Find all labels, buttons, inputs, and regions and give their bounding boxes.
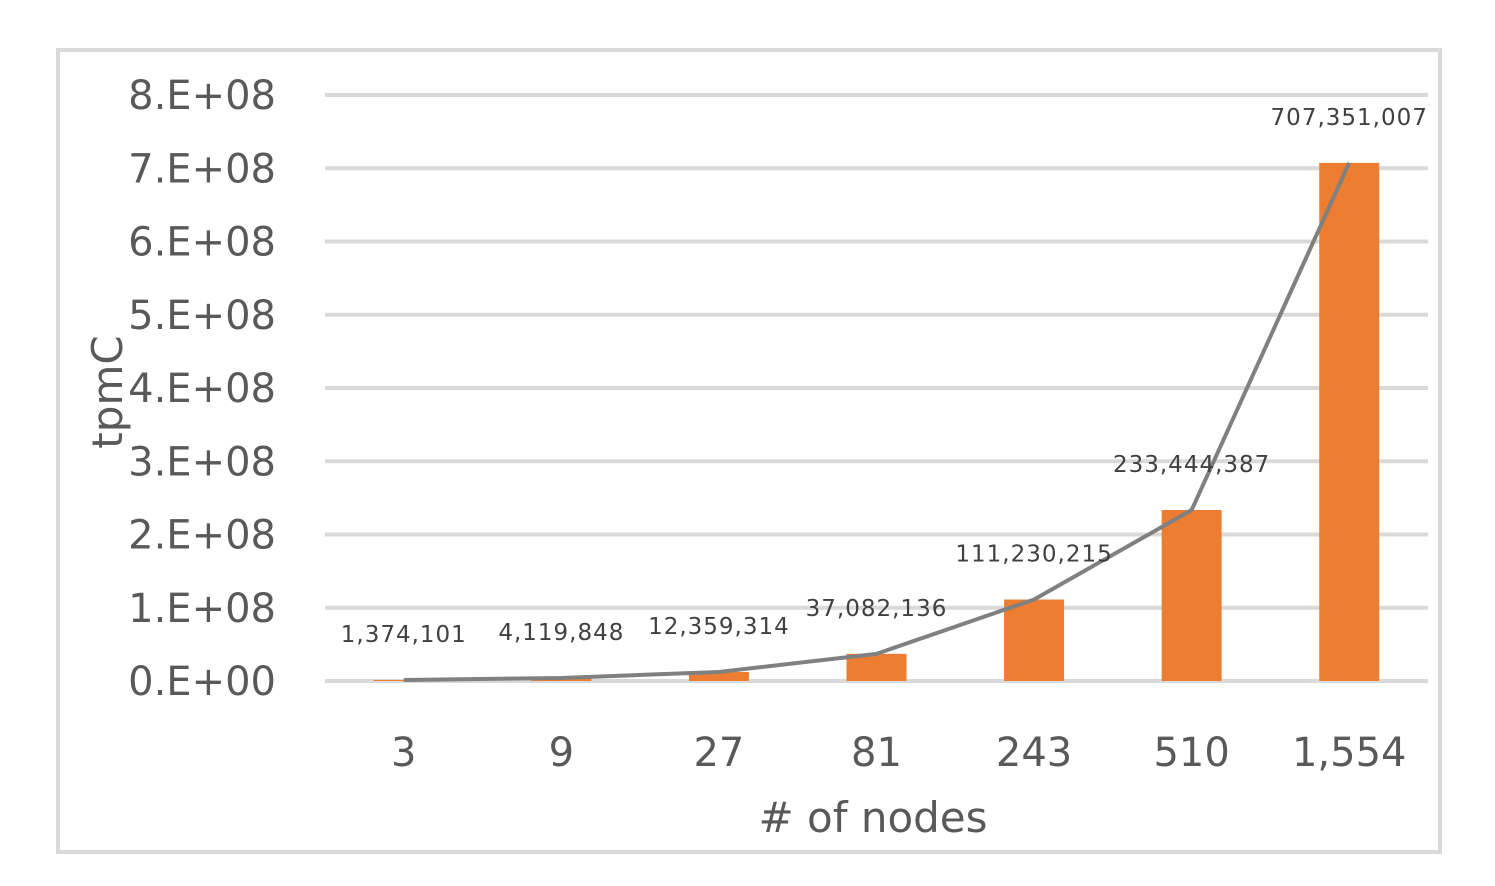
data-label: 4,119,848 [498,620,624,646]
y-axis-title: tpmC [83,335,132,448]
y-tick-label: 3.E+08 [128,439,276,485]
y-tick-label: 0.E+00 [128,659,276,705]
x-axis-title: # of nodes [758,793,987,842]
gridlines [325,93,1428,683]
bar [1161,510,1222,681]
chart-frame [56,48,1442,854]
data-label: 37,082,136 [806,596,948,622]
y-tick-label: 7.E+08 [128,146,276,192]
y-tick-label: 5.E+08 [128,293,276,339]
x-tick-label: 243 [996,730,1072,776]
y-tick-label: 4.E+08 [128,366,276,412]
x-tick-label: 81 [851,730,902,776]
trend-line [403,162,1352,682]
data-label: 12,359,314 [648,614,790,640]
x-tick-label: 1,554 [1292,730,1407,776]
y-tick-label: 1.E+08 [128,586,276,632]
bar [846,653,907,681]
bar [373,679,434,681]
y-tick-labels: 0.E+00 1.E+08 2.E+08 3.E+08 4.E+08 5.E+08 6.E+… [128,73,276,705]
bar [688,671,749,681]
bar [1319,162,1380,682]
x-tick-label: 9 [549,730,574,776]
data-label: 111,230,215 [955,542,1112,568]
x-tick-label: 510 [1153,730,1229,776]
x-tick-label: 27 [693,730,744,776]
data-labels: 1,374,101 4,119,848 12,359,314 37,082,136 11… [341,105,1428,648]
x-tick-label: 3 [391,730,416,776]
y-tick-label: 2.E+08 [128,513,276,559]
y-tick-label: 6.E+08 [128,220,276,266]
bar [1004,599,1065,681]
trend-line-layer [403,162,1352,682]
y-tick-label: 8.E+08 [128,73,276,119]
data-label: 233,444,387 [1113,452,1270,478]
data-label: 707,351,007 [1271,105,1428,131]
x-tick-labels: 3 9 27 81 243 510 1,554 [391,730,1406,776]
data-label: 1,374,101 [341,622,467,648]
